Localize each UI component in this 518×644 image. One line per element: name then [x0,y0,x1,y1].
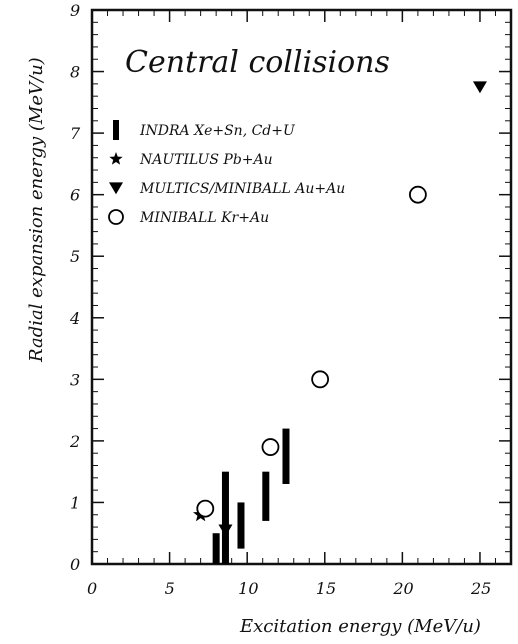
y-tick-label: 1 [70,493,80,512]
y-tick-label: 9 [70,1,80,20]
miniball-circle [196,499,215,518]
x-tick-label: 10 [238,579,258,598]
y-tick-label: 8 [70,63,80,82]
x-tick-label: 25 [470,579,491,598]
legend-star-icon [109,152,123,165]
y-tick-label: 6 [70,186,80,205]
x-tick-label: 0 [87,579,97,598]
indra-bar [282,428,290,484]
y-tick-label: 5 [70,247,80,266]
x-tick-label: 20 [392,579,413,598]
miniball-circle [408,185,427,204]
indra-bar [212,533,220,564]
x-tick-label: 5 [165,579,175,598]
multics-triangle [472,81,487,94]
multics-triangle [218,524,233,537]
legend-label: MINIBALL Kr+Au [139,210,269,226]
y-axis-label: Radial expansion energy (MeV/u) [26,57,47,363]
legend-circle-icon [108,209,124,225]
y-tick-label: 4 [69,309,80,328]
chart-title: Central collisions [125,45,390,80]
indra-bar [221,471,229,564]
miniball-circle [261,438,280,456]
plot-frame [90,8,513,566]
legend-label: MULTICS/MINIBALL Au+Au [139,181,345,197]
y-tick-label: 2 [69,432,80,451]
x-tick-label: 15 [316,579,336,598]
x-axis-label: Excitation energy (MeV/u) [239,616,481,637]
y-tick-label: 7 [70,124,81,143]
legend-indra-bar-icon [113,120,119,140]
indra-bar [237,502,245,549]
indra-bar [262,471,270,521]
legend-triangle-icon [109,182,123,195]
miniball-circle [311,370,330,389]
legend-label: NAUTILUS Pb+Au [139,152,273,168]
legend-label: INDRA Xe+Sn, Cd+U [139,123,296,139]
y-tick-label: 0 [70,555,80,574]
y-tick-label: 3 [70,370,80,389]
